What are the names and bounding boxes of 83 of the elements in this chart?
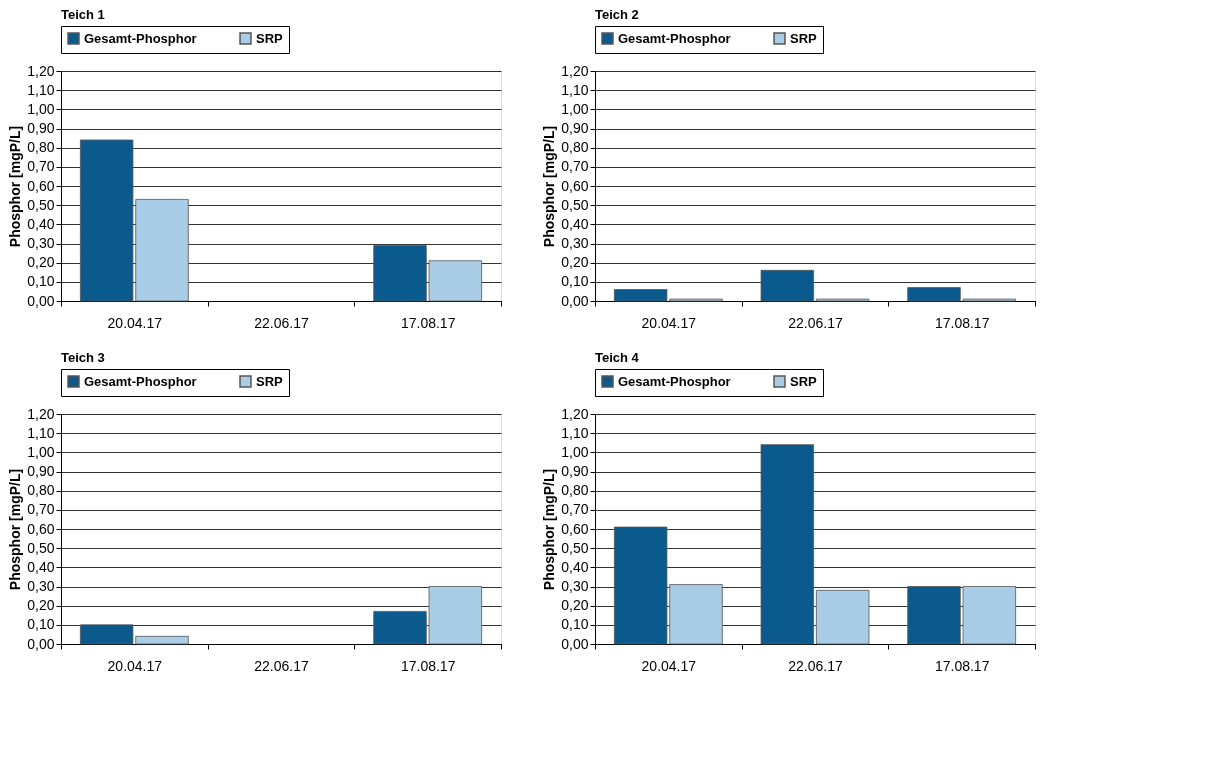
legend-label: SRP <box>256 373 284 389</box>
y-tick-label: 1,20 <box>561 405 589 422</box>
y-tick-label: 1,00 <box>27 100 55 117</box>
legend-label: Gesamt-Phosphor <box>618 373 731 389</box>
y-tick-label: 0,40 <box>561 215 589 232</box>
y-tick-label: 0,70 <box>27 501 55 518</box>
x-tick-label: 17.08.17 <box>400 314 456 331</box>
legend-label: Gesamt-Phosphor <box>84 30 197 46</box>
x-tick-label: 20.04.17 <box>641 314 697 331</box>
x-tick-label: 20.04.17 <box>107 657 163 674</box>
y-tick-label: 1,10 <box>27 81 55 98</box>
y-tick-label: 0,90 <box>561 463 589 479</box>
x-tick-label: 22.06.17 <box>254 657 309 674</box>
y-tick-label: 0,10 <box>561 616 589 633</box>
y-tick-label: 0,80 <box>561 482 589 499</box>
y-tick-label: 0,80 <box>27 139 55 156</box>
y-axis-title: Phosphor [mgP/L] <box>541 125 558 248</box>
y-tick-label: 0,00 <box>27 292 55 309</box>
y-tick-label: 0,20 <box>27 254 55 271</box>
y-tick-label: 1,20 <box>27 405 55 422</box>
y-tick-label: 0,90 <box>561 120 589 136</box>
y-tick-label: 0,60 <box>27 520 55 537</box>
y-tick-label: 0,70 <box>27 158 55 175</box>
y-tick-label: 0,80 <box>27 482 55 499</box>
legend-label: SRP <box>256 30 284 46</box>
y-tick-label: 0,60 <box>27 177 55 194</box>
chart-title: Teich 1 <box>61 6 105 22</box>
y-tick-label: 0,10 <box>27 616 55 633</box>
x-tick-label: 20.04.17 <box>107 314 163 331</box>
bar <box>760 444 815 645</box>
y-tick-label: 1,10 <box>27 424 55 441</box>
y-tick-label: 1,00 <box>561 100 589 117</box>
y-tick-label: 1,10 <box>561 81 589 98</box>
y-tick-label: 1,20 <box>27 62 55 79</box>
y-tick-label: 0,00 <box>561 635 589 652</box>
x-tick-label: 17.08.17 <box>934 314 990 331</box>
legend-label: Gesamt-Phosphor <box>84 373 197 389</box>
y-tick-label: 0,30 <box>27 235 55 251</box>
y-tick-label: 0,80 <box>561 139 589 156</box>
y-tick-label: 0,30 <box>561 235 589 251</box>
chart-title: Teich 4 <box>595 349 640 365</box>
y-tick-label: 0,10 <box>561 273 589 290</box>
legend-label: SRP <box>790 30 818 46</box>
y-tick-label: 0,40 <box>27 558 55 575</box>
y-tick-label: 0,00 <box>27 635 55 652</box>
y-tick-label: 0,70 <box>561 158 589 175</box>
y-tick-label: 0,20 <box>561 597 589 614</box>
y-tick-label: 0,30 <box>561 578 589 594</box>
y-axis-title: Phosphor [mgP/L] <box>7 468 24 591</box>
x-tick-label: 22.06.17 <box>788 314 843 331</box>
y-tick-label: 0,90 <box>27 463 55 479</box>
y-tick-label: 1,00 <box>561 443 589 460</box>
y-tick-label: 1,20 <box>561 62 589 79</box>
y-tick-label: 0,90 <box>27 120 55 136</box>
y-tick-label: 0,50 <box>561 539 589 556</box>
x-tick-label: 20.04.17 <box>641 657 697 674</box>
y-tick-label: 0,60 <box>561 177 589 194</box>
y-tick-label: 1,10 <box>561 424 589 441</box>
y-tick-label: 0,00 <box>561 292 589 309</box>
y-axis-title: Phosphor [mgP/L] <box>541 468 558 591</box>
bar <box>815 589 870 645</box>
x-tick-label: 22.06.17 <box>254 314 309 331</box>
y-tick-label: 0,50 <box>27 196 55 213</box>
y-tick-label: 0,20 <box>27 597 55 614</box>
y-tick-label: 0,50 <box>561 196 589 213</box>
y-axis-title: Phosphor [mgP/L] <box>7 125 24 248</box>
x-tick-label: 17.08.17 <box>934 657 990 674</box>
y-tick-label: 0,50 <box>27 539 55 556</box>
y-tick-label: 0,30 <box>27 578 55 594</box>
chart-title: Teich 2 <box>595 6 639 22</box>
y-tick-label: 0,40 <box>27 215 55 232</box>
y-tick-label: 0,10 <box>27 273 55 290</box>
y-tick-label: 0,20 <box>561 254 589 271</box>
y-tick-label: 1,00 <box>27 443 55 460</box>
y-tick-label: 0,60 <box>561 520 589 537</box>
legend-label: SRP <box>790 373 818 389</box>
y-tick-label: 0,40 <box>561 558 589 575</box>
x-tick-label: 22.06.17 <box>788 657 843 674</box>
chart-title: Teich 3 <box>61 349 105 365</box>
bar <box>760 269 815 302</box>
y-tick-label: 0,70 <box>561 501 589 518</box>
legend-label: Gesamt-Phosphor <box>618 30 731 46</box>
x-tick-label: 17.08.17 <box>400 657 456 674</box>
